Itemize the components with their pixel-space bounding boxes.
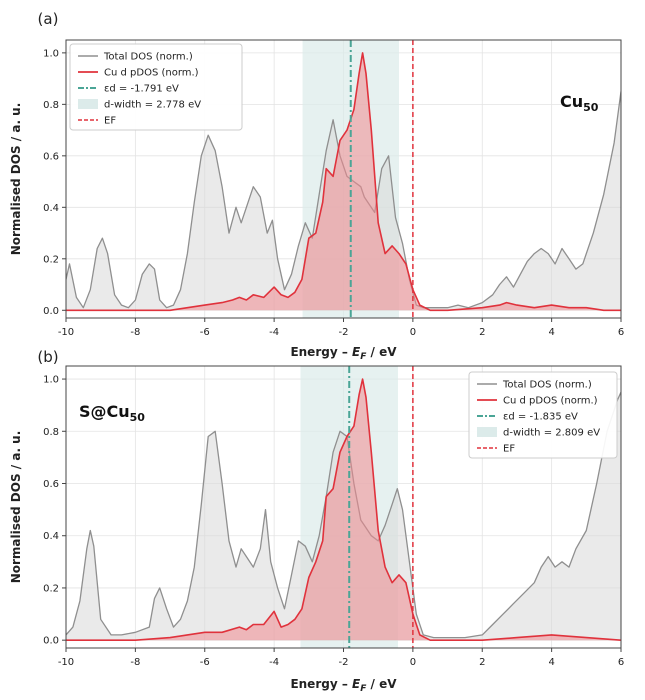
x-tick-label: 0 xyxy=(410,657,416,668)
legend-label: EF xyxy=(104,116,116,127)
legend: Total DOS (norm.) Cu d pDOS (norm.) εd = -… xyxy=(468,371,618,459)
y-tick-label: 0.6 xyxy=(43,151,59,162)
x-tick-label: -6 xyxy=(200,327,210,338)
x-tick-label: -2 xyxy=(339,657,349,668)
x-tick-label: -10 xyxy=(58,657,74,668)
x-tick-label: 0 xyxy=(410,327,416,338)
y-tick-label: 0.8 xyxy=(43,427,59,438)
legend-label: Cu d pDOS (norm.) xyxy=(503,396,598,407)
panel-label: (a) xyxy=(38,10,59,28)
legend-label: d-width = 2.778 eV xyxy=(104,100,201,111)
x-tick-label: -10 xyxy=(58,327,74,338)
legend-handle-d-width xyxy=(477,427,497,437)
y-tick-label: 0.4 xyxy=(43,531,59,542)
system-label: Cu50 xyxy=(560,92,599,114)
y-tick-label: 0.0 xyxy=(43,306,59,317)
x-axis-label: Energy – EF / eV xyxy=(290,677,397,694)
x-tick-label: -4 xyxy=(269,327,279,338)
y-tick-label: 0.2 xyxy=(43,583,59,594)
x-axis-label: Energy – EF / eV xyxy=(290,345,397,362)
x-tick-label: 4 xyxy=(548,657,554,668)
panel-b: -10 -8 -6 -4 -2 0 2 4 6 0.0 0.2 0.4 0.6 0.8 1.0 Energy … xyxy=(9,348,624,694)
y-tick-label: 1.0 xyxy=(43,375,59,386)
cu-d-pdos-area xyxy=(66,52,621,311)
y-tick-label: 0.0 xyxy=(43,636,59,647)
legend-box xyxy=(468,371,618,459)
legend-label: d-width = 2.809 eV xyxy=(503,428,600,439)
legend-label: εd = -1.835 eV xyxy=(503,412,578,423)
legend-label: εd = -1.791 eV xyxy=(104,84,179,95)
y-tick-label: 0.8 xyxy=(43,100,59,111)
y-axis-label: Normalised DOS / a. u. xyxy=(9,431,23,584)
x-tick-label: -6 xyxy=(200,657,210,668)
legend-label: Total DOS (norm.) xyxy=(502,380,592,391)
x-tick-label: 2 xyxy=(479,657,485,668)
y-tick-label: 0.6 xyxy=(43,479,59,490)
x-tick-label: -4 xyxy=(269,657,279,668)
x-tick-label: -8 xyxy=(130,657,140,668)
legend-label: Cu d pDOS (norm.) xyxy=(104,68,199,79)
y-tick-label: 1.0 xyxy=(43,48,59,59)
legend-box xyxy=(69,43,243,131)
legend-label: EF xyxy=(503,444,515,455)
cu-d-pdos-area xyxy=(66,379,621,641)
legend: Total DOS (norm.) Cu d pDOS (norm.) εd = -… xyxy=(69,43,243,131)
x-tick-label: 2 xyxy=(479,327,485,338)
x-tick-label: 6 xyxy=(618,657,624,668)
total-dos-line xyxy=(66,91,621,309)
x-tick-label: -8 xyxy=(130,327,140,338)
y-tick-label: 0.2 xyxy=(43,254,59,265)
panel-label: (b) xyxy=(37,348,58,366)
panel-a: -10 -8 -6 -4 -2 0 2 4 6 0.0 0.2 0.4 0.6 0.8 1.0 Energy … xyxy=(9,10,624,362)
plot-content xyxy=(66,366,621,648)
legend-handle-d-width xyxy=(78,99,98,109)
system-label: S@Cu50 xyxy=(79,402,145,424)
plot-content xyxy=(66,40,621,318)
y-tick-label: 0.4 xyxy=(43,203,59,214)
y-axis-label: Normalised DOS / a. u. xyxy=(9,103,23,256)
x-tick-label: 4 xyxy=(548,327,554,338)
x-tick-label: -2 xyxy=(339,327,349,338)
cu-d-pdos-line xyxy=(66,378,621,641)
x-tick-label: 6 xyxy=(618,327,624,338)
total-dos-line xyxy=(66,391,621,639)
legend-label: Total DOS (norm.) xyxy=(103,52,193,63)
